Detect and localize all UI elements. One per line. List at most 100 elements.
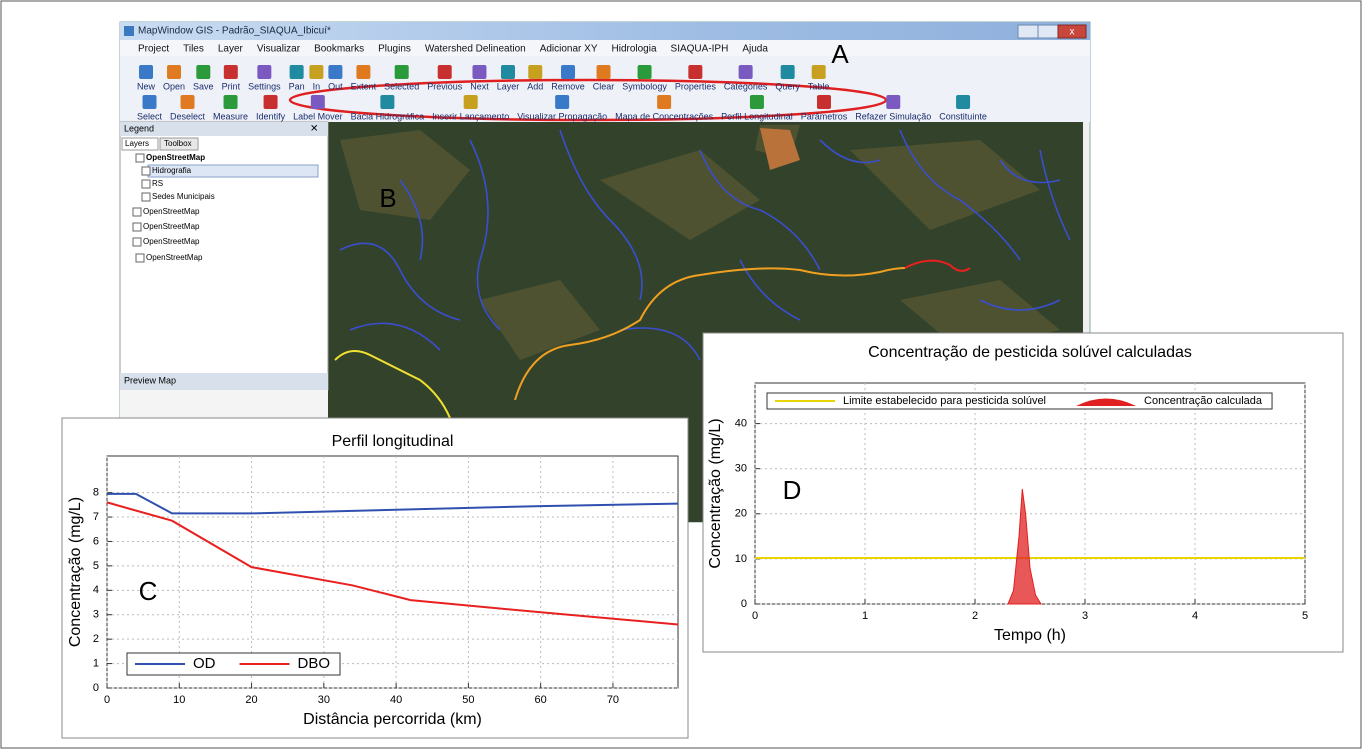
plot-area bbox=[106, 455, 679, 689]
y-tick-label: 7 bbox=[93, 511, 99, 523]
toolbar-button-label[interactable]: Save bbox=[193, 81, 214, 91]
x-tick-label: 50 bbox=[462, 694, 474, 706]
layer-checkbox[interactable] bbox=[132, 222, 142, 232]
layer-checkbox[interactable] bbox=[132, 207, 142, 217]
toolbar-button-label[interactable]: Previous bbox=[427, 81, 463, 91]
toolbar-button-label[interactable]: Mapa de Concentrações bbox=[615, 111, 714, 121]
menu-item[interactable]: SIAQUA-IPH bbox=[671, 44, 729, 55]
y-tick-label: 8 bbox=[93, 487, 99, 499]
x-tick-label: 1 bbox=[862, 610, 868, 622]
layer-name[interactable]: OpenStreetMap bbox=[146, 153, 205, 162]
layer-checkbox[interactable] bbox=[135, 253, 145, 263]
x-tick-label: 0 bbox=[104, 694, 110, 706]
layer-name[interactable]: OpenStreetMap bbox=[143, 207, 200, 216]
y-tick-label: 0 bbox=[93, 682, 99, 694]
toolbar-button-label[interactable]: Refazer Simulação bbox=[855, 111, 931, 121]
toolbar-button-label[interactable]: Deselect bbox=[170, 111, 206, 121]
y-tick-label: 30 bbox=[735, 463, 747, 475]
toolbar-button-label[interactable]: Extent bbox=[351, 81, 377, 91]
layer-name[interactable]: OpenStreetMap bbox=[143, 222, 200, 231]
tab-label: Layers bbox=[125, 139, 149, 148]
toolbar-button-label[interactable]: Remove bbox=[551, 81, 585, 91]
close-button[interactable] bbox=[1057, 24, 1087, 39]
toolbar-button-label[interactable]: Print bbox=[222, 81, 241, 91]
menu-item[interactable]: Bookmarks bbox=[314, 44, 364, 55]
layer-name[interactable]: OpenStreetMap bbox=[146, 253, 203, 262]
highlight-ellipse bbox=[288, 78, 888, 122]
layer-checkbox[interactable] bbox=[141, 192, 151, 202]
toolbar-button-label[interactable]: Properties bbox=[675, 81, 717, 91]
map-terrain bbox=[340, 125, 1060, 360]
toolbar-button-label[interactable]: Symbology bbox=[622, 81, 667, 91]
legend-label: Concentração calculada bbox=[1144, 395, 1263, 407]
close-glyph: x bbox=[1070, 27, 1075, 38]
y-tick-label: 3 bbox=[93, 609, 99, 621]
toolbar-button-label[interactable]: Bacia Hidrográfica bbox=[351, 111, 425, 121]
toolbar-button-label[interactable]: Out bbox=[328, 81, 343, 91]
toolbar-button-label[interactable]: Table bbox=[808, 81, 830, 91]
toolbar-icon bbox=[356, 65, 371, 79]
y-tick-label: 0 bbox=[741, 598, 747, 610]
menu-item[interactable]: Adicionar XY bbox=[540, 44, 598, 55]
toolbar-button-label[interactable]: Label Mover bbox=[293, 111, 343, 121]
toolbar-button-label[interactable]: New bbox=[137, 81, 156, 91]
y-tick-label: 10 bbox=[735, 553, 747, 565]
toolbar-icon bbox=[657, 95, 672, 109]
menu-item[interactable]: Layer bbox=[218, 44, 244, 55]
layer-name[interactable]: Hidrografia bbox=[152, 166, 192, 175]
tab[interactable] bbox=[159, 137, 199, 151]
toolbar-button-label[interactable]: Perfil Longitudinal bbox=[721, 111, 793, 121]
minimize-button[interactable] bbox=[1017, 24, 1039, 39]
map-rivers bbox=[339, 129, 1071, 361]
toolbar-icon bbox=[437, 65, 452, 79]
toolbar-button-label[interactable]: Next bbox=[470, 81, 489, 91]
toolbar-icon bbox=[886, 95, 901, 109]
menu-item[interactable]: Tiles bbox=[183, 44, 204, 55]
y-tick-label: 40 bbox=[735, 417, 747, 429]
toolbar-button-label[interactable]: In bbox=[313, 81, 321, 91]
toolbar-button-label[interactable]: Parâmetros bbox=[801, 111, 848, 121]
toolbar-button-label[interactable]: Categories bbox=[724, 81, 768, 91]
toolbar-button-label[interactable]: Visualizar Propagação bbox=[517, 111, 607, 121]
chart: Concentração de pesticida solúvel calcul… bbox=[702, 332, 1344, 653]
toolbar-button-label[interactable]: Clear bbox=[593, 81, 615, 91]
toolbar-button-label[interactable]: Constituinte bbox=[939, 111, 987, 121]
toolbar-icon bbox=[263, 95, 278, 109]
layer-checkbox[interactable] bbox=[135, 153, 145, 163]
x-tick-label: 20 bbox=[245, 694, 257, 706]
toolbar-button-label[interactable]: Add bbox=[527, 81, 543, 91]
toolbar-button-label[interactable]: Select bbox=[137, 111, 163, 121]
toolbar-button-label[interactable]: Query bbox=[775, 81, 800, 91]
tab[interactable] bbox=[121, 137, 159, 151]
layer-checkbox[interactable] bbox=[141, 166, 151, 176]
menu-item[interactable]: Plugins bbox=[378, 44, 411, 55]
toolbar-button-label[interactable]: Measure bbox=[213, 111, 248, 121]
layer-name[interactable]: RS bbox=[152, 179, 163, 188]
x-tick-label: 70 bbox=[607, 694, 619, 706]
toolbar-icon bbox=[596, 65, 611, 79]
layer-name[interactable]: Sedes Municipais bbox=[152, 192, 215, 201]
toolbar-button-label[interactable]: Pan bbox=[289, 81, 305, 91]
layer-name[interactable]: OpenStreetMap bbox=[143, 237, 200, 246]
maximize-button[interactable] bbox=[1037, 24, 1059, 39]
preview-title: Preview Map bbox=[124, 375, 176, 385]
toolbar-icon bbox=[139, 65, 154, 79]
menu-item[interactable]: Watershed Delineation bbox=[425, 44, 526, 55]
map-terrain bbox=[760, 128, 800, 170]
toolbar-icon bbox=[528, 65, 543, 79]
menu-item[interactable]: Ajuda bbox=[742, 44, 768, 55]
legend-close[interactable]: ✕ bbox=[310, 124, 318, 135]
toolbar-button-label[interactable]: Selected bbox=[384, 81, 419, 91]
layer-checkbox[interactable] bbox=[141, 179, 151, 189]
menu-item[interactable]: Project bbox=[138, 44, 169, 55]
layer-checkbox[interactable] bbox=[132, 237, 142, 247]
toolbar-button-label[interactable]: Layer bbox=[497, 81, 520, 91]
menu-item[interactable]: Hidrologia bbox=[612, 44, 657, 55]
y-axis-label: Concentração (mg/L) bbox=[67, 497, 84, 647]
toolbar-button-label[interactable]: Inserir Lançamento bbox=[432, 111, 509, 121]
y-tick-label: 20 bbox=[735, 508, 747, 520]
toolbar-button-label[interactable]: Identify bbox=[256, 111, 286, 121]
toolbar-button-label[interactable]: Settings bbox=[248, 81, 281, 91]
menu-item[interactable]: Visualizar bbox=[257, 44, 301, 55]
toolbar-button-label[interactable]: Open bbox=[163, 81, 185, 91]
